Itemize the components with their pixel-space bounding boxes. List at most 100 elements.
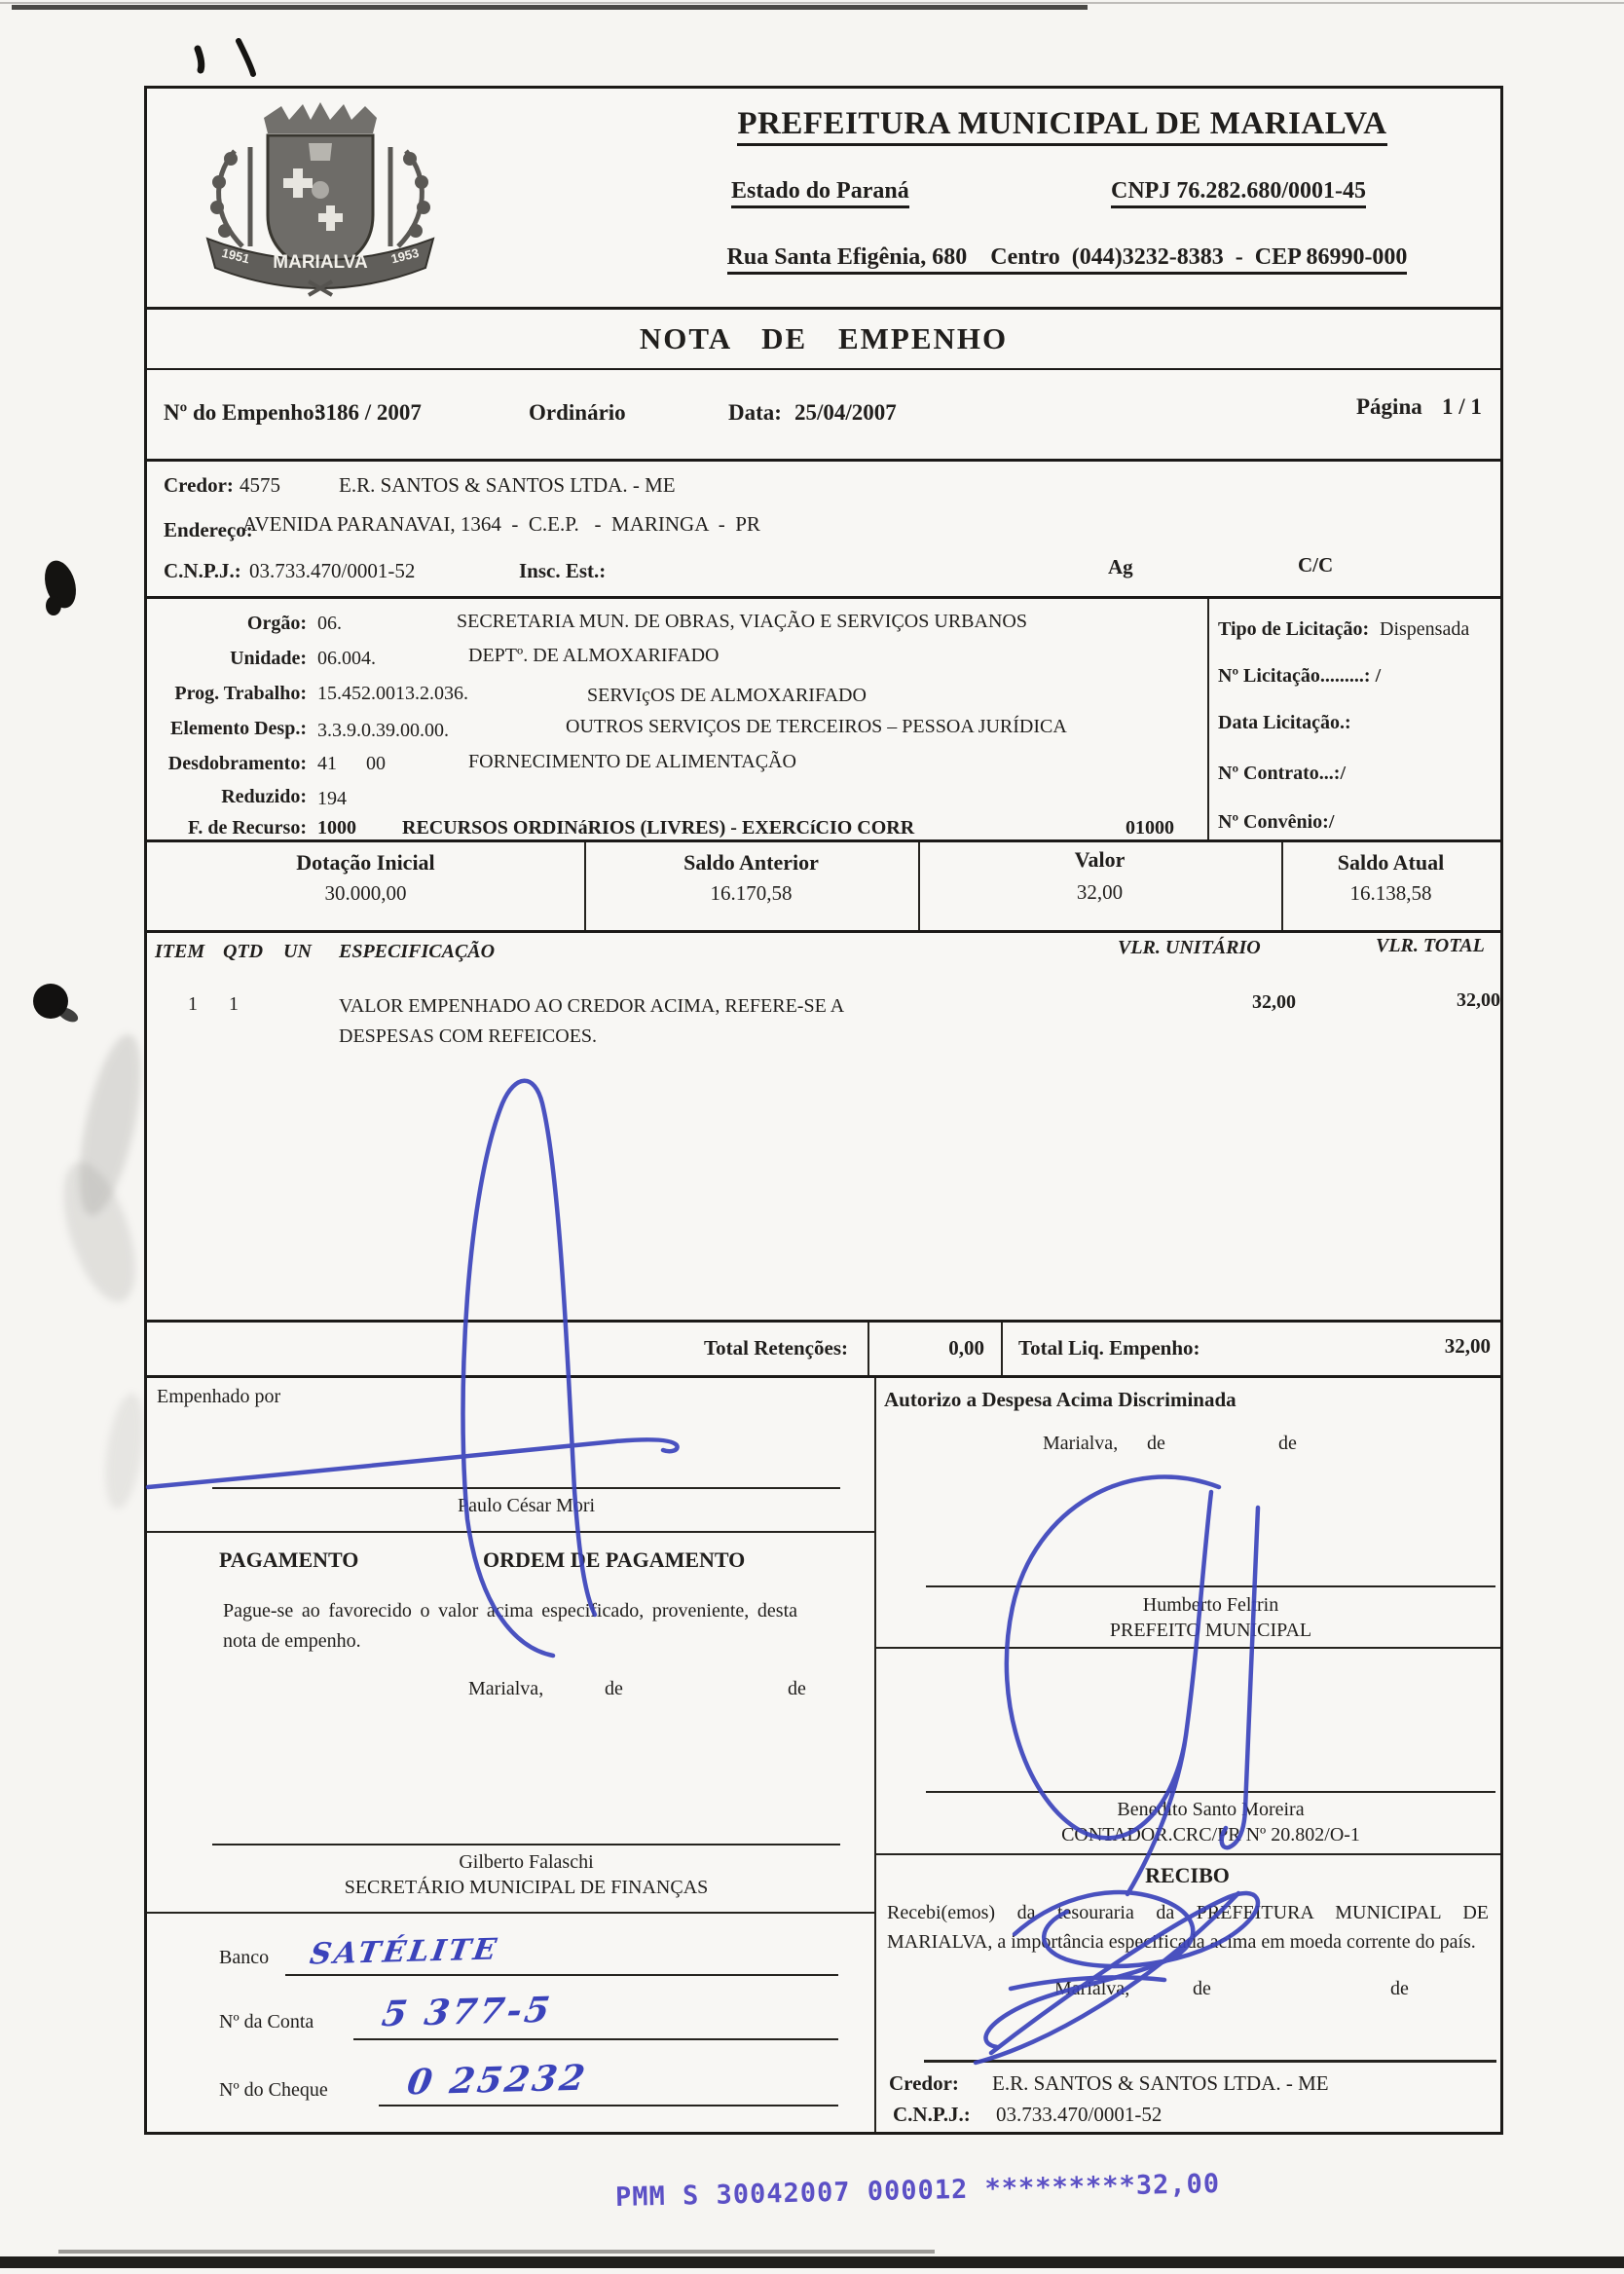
item-vlr-unitario: 32,00	[1252, 991, 1296, 1013]
valor-label: Valor	[1074, 847, 1126, 872]
tipo-licitacao-value: Dispensada	[1380, 618, 1470, 640]
credor-label: Credor:	[164, 473, 234, 497]
page-label: Página	[1356, 394, 1422, 419]
col-header-vlr-total: VLR. TOTAL	[1376, 935, 1485, 956]
recibo-credor-value: E.R. SANTOS & SANTOS LTDA. - ME	[992, 2071, 1329, 2095]
recibo-de1: de	[1193, 1978, 1211, 1999]
recibo-signature-line	[924, 2060, 1496, 2063]
empenho-date: 25/04/2007	[794, 400, 897, 425]
elemento-desp-desc: OUTROS SERVIÇOS DE TERCEIROS – PESSOA JU…	[566, 716, 1067, 737]
total-liq-label: Total Liq. Empenho:	[1018, 1336, 1200, 1360]
empenhado-signer-name: Paulo César Mori	[457, 1495, 596, 1516]
empenhado-por-label: Empenhado por	[157, 1386, 281, 1407]
banco-label: Banco	[219, 1947, 270, 1968]
pagamento-local: Marialva,	[468, 1678, 544, 1699]
cheque-label: Nº do Cheque	[219, 2079, 328, 2101]
header-address: Rua Santa Efigênia, 680 Centro (044)3232…	[726, 244, 1408, 275]
recibo-cnpj-label: C.N.P.J.:	[893, 2103, 971, 2126]
logo-year-left: 1951	[220, 245, 251, 267]
recibo-text: Recebi(emos) da tesouraria da PREFEITURA…	[887, 1902, 1489, 1953]
num-convenio-label: Nº Convênio:/	[1218, 811, 1335, 833]
autorizo-title: Autorizo a Despesa Acima Discriminada	[884, 1388, 1236, 1411]
logo-banner-text: MARIALVA	[273, 252, 368, 273]
page-number: 1 / 1	[1442, 394, 1482, 419]
totais-divider-1	[867, 1323, 869, 1375]
logo-year-right: 1953	[389, 245, 421, 267]
signature-line-contador	[926, 1791, 1495, 1793]
dotacao-inicial-label: Dotação Inicial	[296, 850, 435, 875]
orcamento-block: Orgão: 06. SECRETARIA MUN. DE OBRAS, VIA…	[147, 599, 1500, 842]
cc-label: C/C	[1298, 553, 1334, 577]
conta-line	[353, 2038, 838, 2040]
empenho-type: Ordinário	[529, 400, 626, 425]
itens-table: ITEM QTD UN ESPECIFICAÇÃO VLR. UNITÁRIO …	[147, 933, 1500, 1323]
contador-name: Benedito Santo Moreira	[1117, 1799, 1305, 1820]
pagamento-title: PAGAMENTO	[219, 1547, 359, 1572]
elemento-desp-code: 3.3.9.0.39.00.00.	[317, 720, 449, 741]
orgao-code: 06.	[317, 613, 342, 634]
col-header-qtd: QTD	[223, 941, 264, 962]
cheque-handwritten-value: 0 25232	[404, 2057, 591, 2104]
prefeito-name: Humberto Feltrin	[1142, 1594, 1279, 1616]
left-cell-divider-1	[147, 1531, 874, 1533]
right-cell-divider-2	[874, 1853, 1500, 1855]
col-header-un: UN	[283, 941, 312, 962]
cheque-line	[379, 2105, 838, 2106]
pencil-smudge	[98, 1391, 151, 1511]
col-header-vlr-unitario: VLR. UNITÁRIO	[1118, 937, 1261, 958]
right-cell-divider-1	[874, 1647, 1500, 1649]
data-licitacao-label: Data Licitação.:	[1218, 712, 1351, 733]
item-number: 1	[188, 993, 198, 1015]
fonte-recurso-code: 1000	[317, 817, 356, 839]
doc-title: NOTA DE EMPENHO	[639, 321, 1009, 355]
conta-label: Nº da Conta	[219, 2011, 314, 2032]
fonte-recurso-label: F. de Recurso:	[187, 817, 307, 839]
desdobramento-desc: FORNECIMENTO DE ALIMENTAÇÃO	[468, 751, 796, 772]
scan-edge-bottom	[0, 2256, 1624, 2268]
item-vlr-total: 32,00	[1457, 989, 1500, 1011]
credor-code: 4575	[240, 473, 280, 497]
signature-area-divider	[874, 1378, 876, 2132]
ag-label: Ag	[1108, 555, 1133, 578]
cnpj-label: C.N.P.J.:	[164, 559, 241, 582]
recibo-local: Marialva,	[1054, 1978, 1130, 1999]
pague-se-text: Pague-se ao favorecido o valor acima esp…	[223, 1600, 797, 1652]
total-retencoes-label: Total Retenções:	[704, 1336, 848, 1360]
treasury-stamp: PMM S 30042007 000012 *********32,00	[614, 2168, 1221, 2214]
dotacao-inicial-value: 30.000,00	[324, 881, 407, 905]
totais-row: Total Retenções: 0,00 Total Liq. Empenho…	[147, 1323, 1500, 1378]
credor-block: Credor: 4575 E.R. SANTOS & SANTOS LTDA. …	[147, 462, 1500, 599]
desdobramento-code: 41 00	[317, 753, 386, 774]
contador-role: CONTADOR.CRC/PR Nº 20.802/O-1	[1061, 1824, 1360, 1845]
signature-area: Empenhado por Paulo César Mori PAGAMENTO…	[147, 1378, 1500, 2132]
valores-divider-2	[918, 842, 920, 930]
valores-divider-3	[1281, 842, 1283, 930]
signature-line-finanças	[212, 1844, 840, 1845]
valores-divider-1	[584, 842, 586, 930]
pagamento-de2: de	[788, 1678, 806, 1699]
doc-title-bar: NOTA DE EMPENHO	[147, 310, 1500, 370]
prog-trabalho-label: Prog. Trabalho:	[174, 683, 307, 704]
unidade-code: 06.004.	[317, 648, 376, 669]
autorizo-de1: de	[1147, 1433, 1165, 1454]
pencil-smudge	[49, 1153, 150, 1311]
conta-handwritten-value: 5 377-5	[379, 1989, 556, 2035]
municipality-title: PREFEITURA MUNICIPAL DE MARIALVA	[737, 106, 1387, 146]
financas-signer-role: SECRETÁRIO MUNICIPAL DE FINANÇAS	[344, 1877, 709, 1898]
empenho-row: Nº do Empenho: 3186 / 2007 Ordinário Dat…	[147, 373, 1500, 462]
pagamento-de1: de	[605, 1678, 623, 1699]
col-header-espec: ESPECIFICAÇÃO	[339, 941, 496, 962]
ink-marks	[33, 38, 256, 1023]
fonte-recurso-extra: 01000	[1126, 817, 1174, 839]
scan-edge-bottom2	[58, 2250, 935, 2254]
autorizo-local: Marialva,	[1043, 1433, 1119, 1454]
item-qtd: 1	[229, 993, 239, 1015]
recibo-title: RECIBO	[1145, 1863, 1230, 1887]
endereco-label: Endereço:	[164, 518, 253, 541]
recibo-de2: de	[1390, 1978, 1409, 1999]
state-label: Estado do Paraná	[731, 178, 909, 208]
nota-empenho-form: MARIALVA 1951 1953 PREFEITURA MUNICIPAL …	[144, 86, 1503, 2135]
total-liq-value: 32,00	[1444, 1334, 1491, 1358]
reduzido-label: Reduzido:	[221, 786, 307, 807]
